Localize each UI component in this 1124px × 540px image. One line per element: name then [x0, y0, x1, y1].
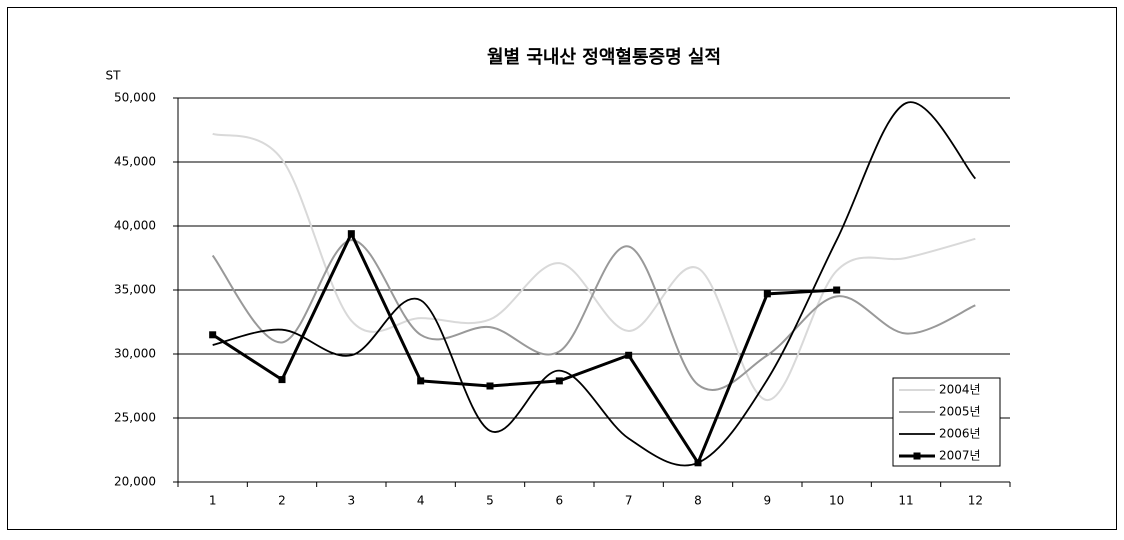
point-marker	[833, 286, 841, 294]
point-marker	[209, 331, 217, 339]
y-tick-label: 20,000	[114, 475, 156, 489]
legend-box	[892, 377, 1001, 467]
point-marker	[555, 377, 563, 385]
x-tick-label: 3	[348, 494, 356, 508]
point-marker	[763, 290, 771, 298]
point-marker	[347, 230, 355, 238]
legend-label: 2005년	[939, 405, 981, 419]
point-marker	[625, 351, 633, 359]
legend-label: 2006년	[939, 427, 981, 441]
x-tick-label: 2	[278, 494, 286, 508]
y-axis-label: ST	[106, 69, 122, 83]
legend-label: 2007년	[939, 449, 981, 463]
series-line	[211, 232, 837, 465]
y-tick-label: 25,000	[114, 411, 156, 425]
point-marker	[417, 377, 425, 385]
y-tick-label: 35,000	[114, 283, 156, 297]
x-tick-label: 11	[898, 494, 913, 508]
point-marker	[486, 382, 494, 390]
point-marker	[694, 459, 702, 467]
series-line	[212, 101, 977, 467]
y-tick-label: 40,000	[114, 219, 156, 233]
chart-title: 월별 국내산 정액혈통증명 실적	[487, 46, 721, 68]
y-tick-label: 30,000	[114, 347, 156, 361]
x-tick-label: 8	[694, 494, 702, 508]
series-line	[212, 132, 976, 402]
x-tick-label: 4	[417, 494, 425, 508]
y-tick-label: 50,000	[114, 91, 156, 105]
series-line	[211, 239, 976, 392]
x-tick-label: 5	[486, 494, 494, 508]
y-tick-label: 45,000	[114, 155, 156, 169]
point-marker	[278, 376, 286, 384]
x-tick-label: 10	[829, 494, 844, 508]
x-tick-label: 9	[764, 494, 772, 508]
legend-marker	[913, 452, 921, 460]
x-tick-label: 6	[556, 494, 564, 508]
x-tick-label: 7	[625, 494, 633, 508]
x-tick-label: 1	[209, 494, 217, 508]
x-tick-label: 12	[968, 494, 983, 508]
legend-label: 2004년	[939, 383, 981, 397]
